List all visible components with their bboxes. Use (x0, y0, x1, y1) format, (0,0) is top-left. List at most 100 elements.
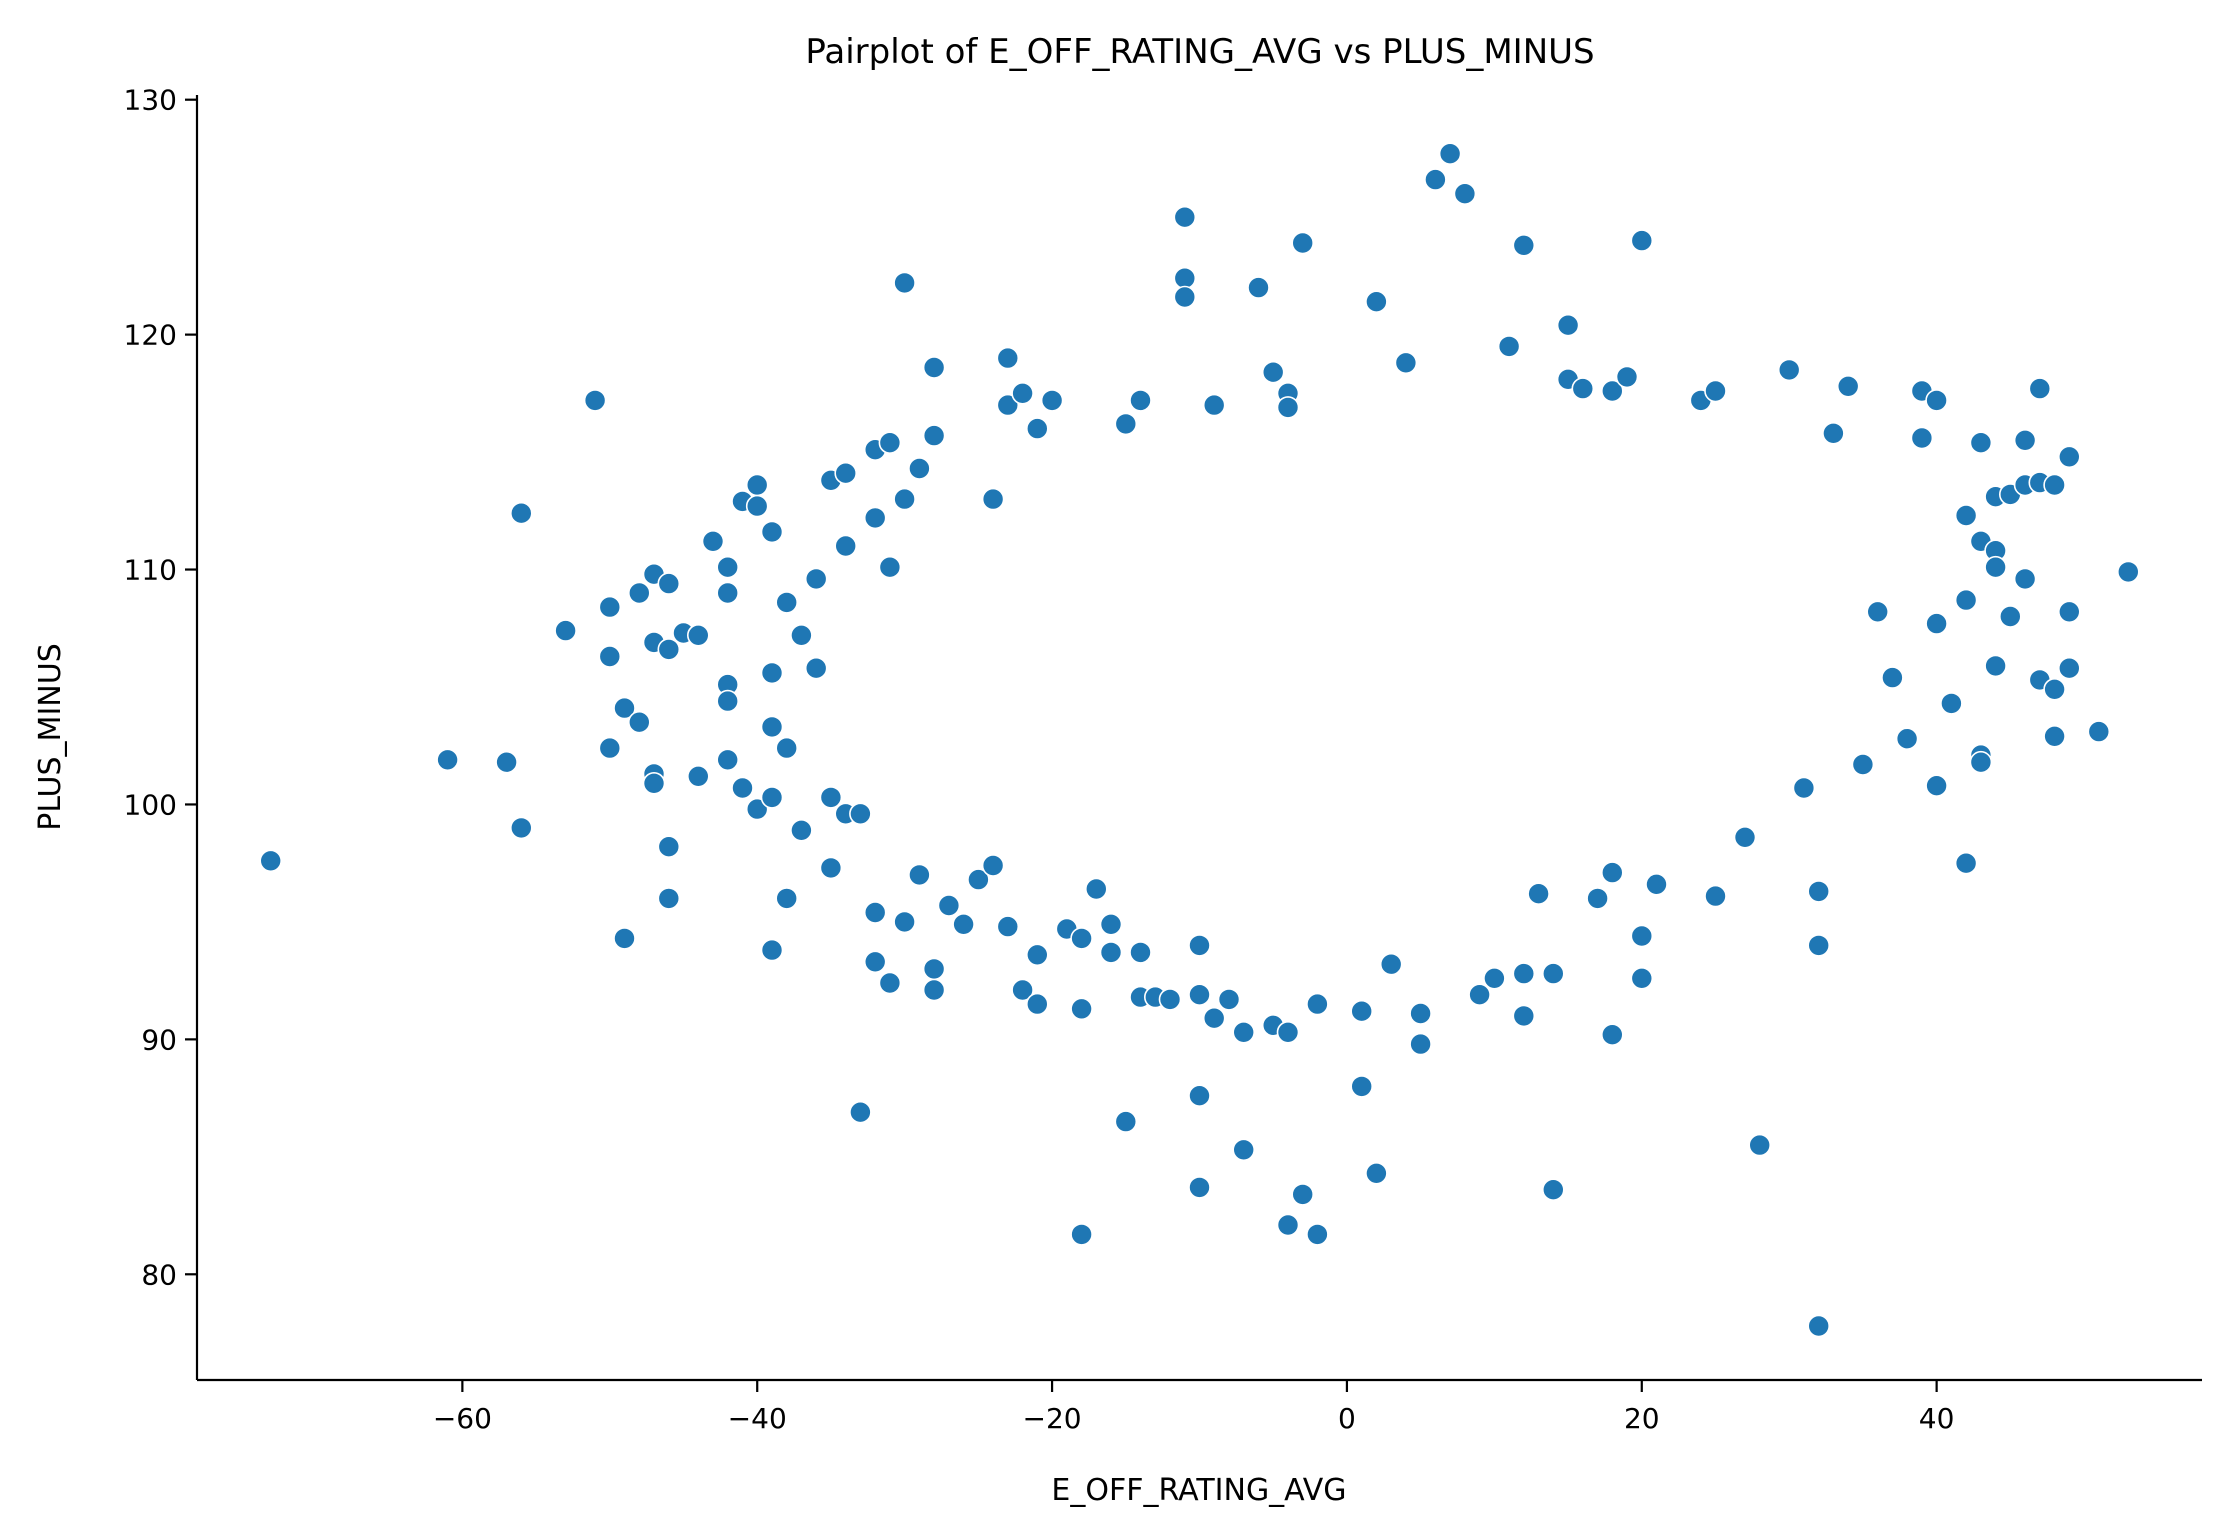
data-point (1866, 600, 1889, 624)
data-point (1173, 266, 1197, 290)
data-point (922, 957, 946, 981)
data-point (1070, 997, 1093, 1021)
data-point (996, 346, 1020, 370)
data-point (760, 938, 784, 962)
data-point (613, 927, 636, 950)
data-point (760, 786, 784, 809)
data-point (2013, 567, 2037, 591)
data-point (1409, 1032, 1432, 1056)
data-point (1202, 1006, 1226, 1030)
data-point (937, 894, 961, 917)
data-point (1306, 1223, 1329, 1246)
data-point (878, 971, 902, 995)
y-tick-label: 80 (141, 1258, 177, 1291)
data-point (834, 534, 858, 558)
data-point (1586, 887, 1609, 910)
data-point (657, 638, 681, 661)
data-point (731, 776, 754, 800)
data-point (878, 431, 902, 455)
data-point (1350, 999, 1373, 1023)
data-point (598, 736, 622, 760)
data-point (613, 696, 636, 720)
data-point (1438, 142, 1462, 165)
data-point (2043, 724, 2066, 748)
data-point (1777, 358, 1801, 382)
data-point (495, 750, 518, 774)
data-point (1969, 431, 1993, 455)
data-point (804, 656, 828, 680)
data-point (1925, 774, 1948, 798)
data-point (2117, 560, 2140, 584)
data-point (1276, 396, 1300, 419)
data-point (2058, 656, 2081, 680)
x-axis-label: E_OFF_RATING_AVG (1051, 1473, 1346, 1508)
data-point (996, 915, 1020, 938)
data-point (1836, 374, 1860, 398)
data-point (1910, 426, 1934, 450)
data-point (657, 835, 681, 859)
data-point (1954, 588, 1978, 612)
data-point (1365, 1162, 1388, 1185)
data-point (1925, 612, 1948, 635)
data-point (1173, 285, 1197, 309)
data-point (2058, 445, 2081, 469)
data-point (893, 271, 916, 295)
data-point (745, 494, 769, 518)
y-tick-label: 110 (124, 554, 177, 587)
data-point (2013, 428, 2037, 452)
data-point (1085, 877, 1108, 901)
data-point (1895, 727, 1919, 751)
x-tick-label: 20 (1624, 1402, 1660, 1435)
data-point (849, 1100, 872, 1124)
data-point (716, 581, 740, 605)
data-point (1940, 692, 1963, 715)
data-point (1129, 389, 1152, 412)
data-point (1394, 351, 1418, 375)
data-point (2043, 473, 2066, 497)
data-point (716, 748, 740, 772)
data-point (1969, 750, 1993, 774)
data-point (1188, 1176, 1211, 1199)
data-point (1188, 983, 1211, 1007)
data-point (804, 567, 828, 591)
data-point (1807, 1314, 1830, 1338)
data-point (1704, 884, 1727, 908)
data-point (1011, 978, 1034, 1002)
data-point (583, 389, 607, 412)
data-point (1114, 412, 1138, 436)
data-point (981, 487, 1005, 511)
data-point (1261, 360, 1285, 384)
data-point (1497, 335, 1521, 358)
data-point (1601, 379, 1624, 403)
data-point (1099, 941, 1123, 964)
data-point (819, 786, 843, 809)
x-tick-label: −20 (1023, 1402, 1082, 1435)
data-point (1601, 1023, 1624, 1046)
data-point (1645, 872, 1668, 896)
data-point (1173, 205, 1197, 229)
data-point (1026, 992, 1049, 1016)
data-point (1011, 381, 1034, 405)
data-point (1822, 421, 1845, 445)
data-point (1129, 941, 1152, 964)
data-point (686, 764, 710, 788)
data-point (1247, 276, 1270, 299)
data-point (701, 529, 725, 553)
data-point (1984, 555, 2007, 579)
data-point (1512, 1004, 1536, 1028)
data-point (1291, 1183, 1314, 1206)
data-point (686, 623, 710, 647)
data-point (1512, 962, 1536, 985)
y-tick-label: 100 (124, 788, 177, 821)
data-point (922, 424, 946, 447)
data-point (1276, 1021, 1300, 1044)
data-point (775, 736, 799, 760)
data-point (760, 520, 784, 544)
data-point (554, 619, 577, 642)
data-points (259, 142, 2140, 1338)
data-point (849, 802, 872, 826)
data-point (1424, 168, 1447, 191)
data-point (1232, 1021, 1255, 1044)
data-point (1527, 882, 1550, 906)
